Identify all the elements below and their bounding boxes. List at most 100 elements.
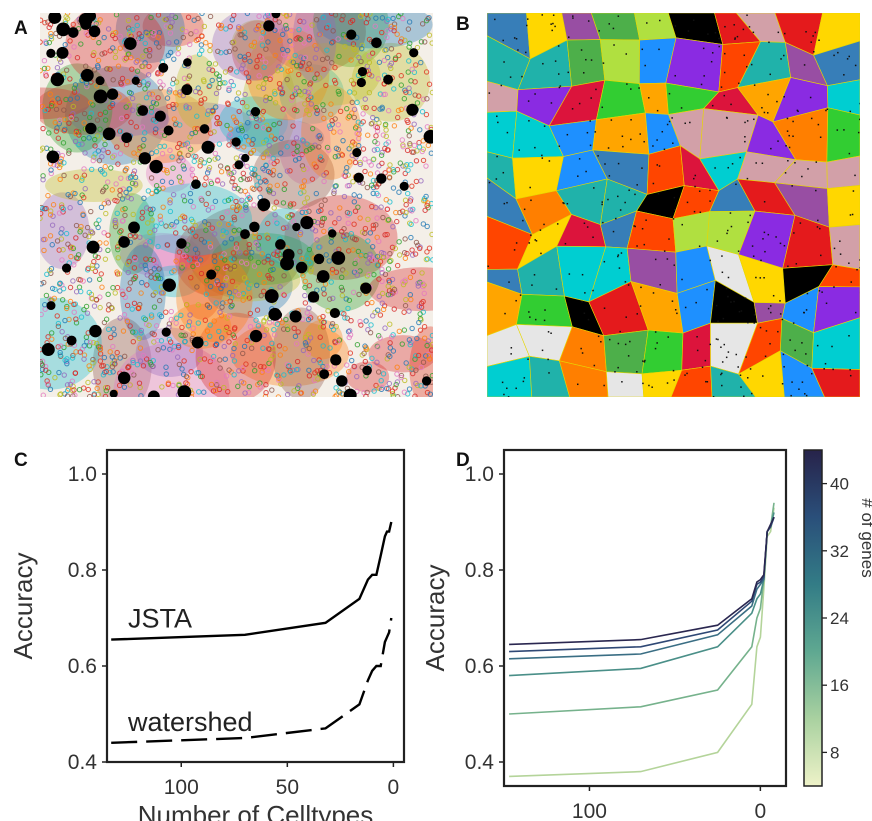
y-tick-label: 0.6	[465, 655, 494, 678]
nucleus-dot	[89, 324, 102, 338]
nucleus-dot	[61, 263, 72, 273]
nucleus-dot	[177, 385, 192, 397]
transcript-patch	[45, 168, 143, 202]
nucleus-dot	[383, 74, 394, 85]
segmented-cell	[487, 110, 518, 159]
nucleus-dot	[343, 388, 357, 397]
panel-letter-a: A	[14, 18, 28, 39]
nucleus-dot	[191, 336, 204, 349]
nucleus-dot	[138, 152, 152, 165]
nucleus-dot	[353, 172, 364, 183]
nucleus-dot	[161, 327, 171, 337]
x-tick-label: 50	[276, 776, 299, 799]
segmented-cell	[829, 224, 860, 270]
nucleus-dot	[271, 13, 281, 19]
segmented-cell	[779, 350, 825, 397]
nucleus-dot	[268, 307, 282, 321]
nucleus-dot	[162, 278, 176, 292]
nucleus-dot	[181, 84, 193, 96]
y-axis-label: Accuracy	[420, 565, 450, 672]
nucleus-dot	[371, 37, 382, 49]
colorbar-tick-label: 8	[830, 743, 839, 762]
transcript-patch	[64, 66, 169, 166]
transcript-patch	[142, 13, 204, 47]
nucleus-dot	[257, 198, 271, 212]
nucleus-dot	[423, 129, 433, 144]
chart-c: 0.4 0.6 0.8 1.0 100 50 0 Number of Celltypes Acc…	[8, 448, 406, 821]
transcript-patch	[113, 342, 230, 397]
segmentation-canvas	[487, 13, 860, 397]
segmented-cell	[826, 107, 860, 163]
nucleus-dot	[330, 354, 342, 366]
y-tick-label: 0.6	[68, 655, 97, 678]
nucleus-dot	[102, 127, 116, 141]
nucleus-dot	[241, 153, 250, 163]
nucleus-dot	[85, 122, 97, 135]
segmented-cell	[670, 365, 713, 397]
nucleus-dot	[250, 107, 261, 117]
nucleus-dot	[46, 48, 56, 59]
transcript-patch	[302, 319, 343, 360]
y-tick-label: 0.8	[68, 559, 97, 582]
nucleus-dot	[313, 253, 325, 265]
x-tick-label: 100	[572, 800, 607, 821]
segmented-cell	[813, 40, 860, 87]
nucleus-dot	[300, 215, 314, 230]
nucleus-dot	[362, 365, 372, 376]
segmented-cell	[826, 155, 860, 189]
nucleus-dot	[206, 269, 217, 280]
nucleus-dot	[56, 46, 69, 59]
nucleus-dot	[295, 261, 308, 274]
segmented-cell	[827, 79, 860, 116]
nucleus-dot	[199, 124, 210, 134]
nucleus-dot	[352, 147, 362, 158]
transcript-dots-canvas	[40, 13, 433, 397]
nucleus-dot	[56, 22, 71, 37]
y-tick-label: 0.8	[465, 559, 494, 582]
colorbar-tick-label: 24	[830, 609, 849, 628]
nucleus-dot	[329, 307, 341, 319]
nucleus-dot	[93, 89, 108, 104]
nucleus-dot	[240, 229, 250, 240]
transcript-patch	[187, 206, 303, 300]
nucleus-dot	[158, 62, 169, 73]
plot-frame	[105, 448, 406, 764]
series-line-genes-26	[509, 516, 775, 660]
nucleus-dot	[149, 159, 163, 174]
nucleus-dot	[147, 390, 160, 397]
nucleus-dot	[128, 221, 140, 234]
nucleus-dot	[86, 240, 100, 254]
cell-segmentation-map	[487, 13, 860, 397]
segmented-cell	[665, 37, 724, 93]
nucleus-dot	[264, 289, 279, 303]
panel-letter-b: B	[456, 14, 470, 35]
segmented-cell	[487, 355, 533, 397]
nucleus-dot	[292, 222, 301, 232]
nucleus-dot	[328, 229, 337, 238]
y-tick-label: 0.4	[465, 751, 495, 774]
segmented-cell	[672, 211, 710, 253]
segmented-cell	[599, 39, 640, 84]
nucleus-dot	[234, 160, 244, 170]
transcript-patch	[176, 254, 253, 343]
x-tick-label: 0	[755, 800, 767, 821]
colorbar-tick-label: 32	[830, 542, 849, 561]
nucleus-dot	[275, 239, 286, 250]
segmented-cell	[566, 39, 606, 87]
y-tick-label: 0.4	[68, 751, 98, 774]
series-line-genes-4	[509, 507, 775, 778]
transcript-patch	[40, 192, 90, 269]
nucleus-dot	[307, 291, 320, 303]
segmented-cell	[641, 369, 683, 397]
nucleus-dot	[67, 27, 79, 38]
transcript-patch	[368, 335, 433, 373]
transcript-patch	[178, 228, 226, 320]
colorbar-tick-label: 40	[830, 475, 849, 494]
series-line-watershed	[111, 617, 393, 744]
nucleus-dot	[46, 150, 60, 164]
nucleus-dot	[360, 282, 372, 294]
segmented-cell	[606, 371, 645, 397]
chart-d: 0.40.60.81.01000Number of CelltypesAccur…	[420, 448, 872, 821]
nucleus-dot	[163, 125, 174, 136]
nucleus-dot	[201, 140, 215, 154]
